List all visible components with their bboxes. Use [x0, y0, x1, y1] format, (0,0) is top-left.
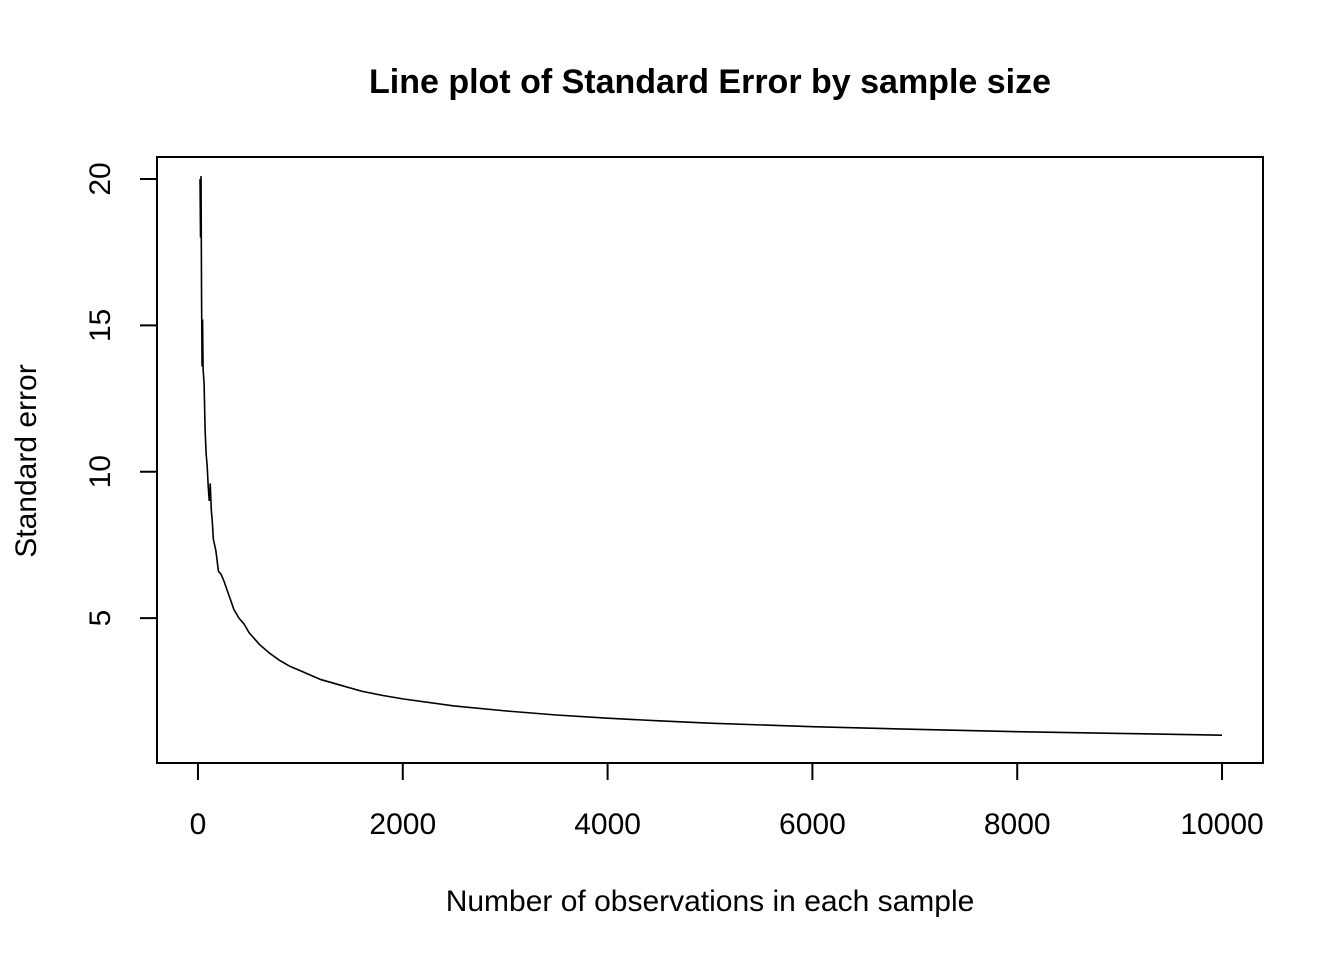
y-axis: 5 10 15 20 — [84, 162, 158, 627]
series-line — [199, 176, 1223, 736]
y-tick-label: 5 — [84, 610, 117, 627]
x-axis-label: Number of observations in each sample — [446, 885, 975, 918]
y-tick-label: 20 — [84, 162, 117, 195]
y-axis-label: Standard error — [10, 364, 43, 557]
x-axis: 0 2000 4000 6000 8000 10000 — [190, 762, 1264, 841]
y-tick-label: 10 — [84, 455, 117, 488]
plot-frame — [156, 156, 1264, 764]
x-tick-label: 6000 — [779, 808, 846, 841]
x-tick-label: 4000 — [574, 808, 641, 841]
x-tick-label: 0 — [190, 808, 207, 841]
x-tick-label: 2000 — [369, 808, 436, 841]
y-tick-label: 15 — [84, 309, 117, 342]
x-tick-label: 10000 — [1180, 808, 1263, 841]
x-tick-label: 8000 — [984, 808, 1051, 841]
chart-title: Line plot of Standard Error by sample si… — [369, 63, 1051, 101]
